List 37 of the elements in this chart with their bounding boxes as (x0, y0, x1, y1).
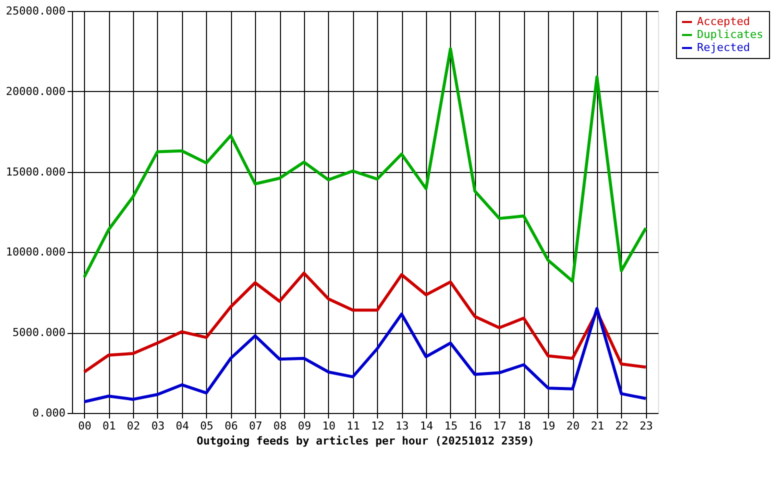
x-tick-label: 02 (126, 420, 140, 432)
x-tick-label: 08 (273, 420, 287, 432)
legend-label: Accepted (697, 15, 750, 28)
x-tick-label: 07 (249, 420, 262, 432)
x-tick-label: 01 (102, 420, 116, 432)
x-tick-label: 09 (298, 420, 312, 432)
y-tick-label: 5000.000 (12, 326, 66, 340)
x-tick-label: 18 (518, 420, 531, 432)
x-tick-label: 11 (346, 420, 360, 432)
line-series (82, 272, 648, 374)
y-tick-label: 15000.000 (6, 165, 66, 178)
x-tick-label: 13 (396, 420, 409, 432)
x-tick-label: 00 (78, 420, 92, 432)
legend-label: Duplicates (697, 28, 764, 41)
legend-label: Rejected (697, 41, 750, 54)
x-tick-label: 16 (468, 420, 482, 432)
x-tick-label: 06 (224, 420, 238, 432)
x-tick-label: 12 (371, 420, 384, 432)
x-tick-label: 10 (322, 420, 336, 432)
x-tick-label: 20 (566, 420, 580, 432)
y-tick-label: 0.000 (32, 406, 66, 420)
x-tick-label: 22 (615, 420, 628, 432)
line-series (82, 47, 648, 283)
line-series (82, 306, 648, 404)
x-tick-label: 05 (200, 420, 214, 432)
x-tick-label: 23 (640, 420, 653, 432)
y-tick-label: 10000.000 (6, 246, 66, 259)
y-tick-label: 20000.000 (6, 84, 66, 98)
x-tick-label: 19 (542, 420, 556, 432)
x-tick-label: 03 (151, 420, 165, 432)
x-axis-title: Outgoing feeds by articles per hour (20251012 2359) (196, 434, 534, 448)
x-tick-label: 21 (590, 420, 604, 432)
y-tick-label: 25000.000 (6, 4, 66, 18)
x-tick-label: 15 (444, 420, 458, 432)
x-tick-label: 17 (493, 420, 506, 432)
x-tick-label: 14 (420, 420, 434, 432)
x-tick-label: 04 (176, 420, 190, 432)
